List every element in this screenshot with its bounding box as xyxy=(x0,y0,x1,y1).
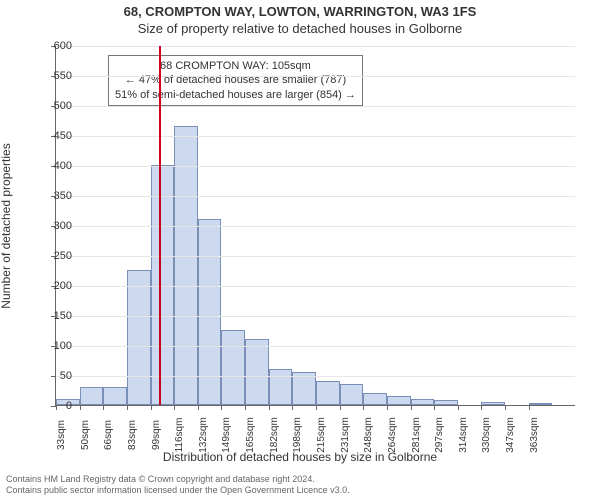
grid-line xyxy=(56,166,575,167)
bar xyxy=(221,330,245,405)
y-tick-label: 200 xyxy=(32,280,72,292)
x-tick-label: 363sqm xyxy=(529,417,540,453)
x-tick-mark xyxy=(292,405,293,410)
y-tick-label: 450 xyxy=(32,130,72,142)
x-tick-mark xyxy=(363,405,364,410)
x-tick-label: 248sqm xyxy=(363,417,374,453)
info-box: 68 CROMPTON WAY: 105sqm ← 47% of detache… xyxy=(108,55,363,106)
bar xyxy=(529,403,553,405)
chart-titles: 68, CROMPTON WAY, LOWTON, WARRINGTON, WA… xyxy=(0,4,600,36)
chart-title-line1: 68, CROMPTON WAY, LOWTON, WARRINGTON, WA… xyxy=(0,4,600,19)
grid-line xyxy=(56,226,575,227)
x-tick-label: 198sqm xyxy=(292,417,303,453)
x-tick-label: 99sqm xyxy=(151,420,162,450)
grid-line xyxy=(56,316,575,317)
grid-line xyxy=(56,46,575,47)
x-tick-mark xyxy=(529,405,530,410)
grid-line xyxy=(56,376,575,377)
plot-area: 68 CROMPTON WAY: 105sqm ← 47% of detache… xyxy=(55,46,575,406)
bar xyxy=(340,384,364,405)
x-tick-mark xyxy=(387,405,388,410)
x-tick-label: 297sqm xyxy=(434,417,445,453)
y-tick-label: 300 xyxy=(32,220,72,232)
y-tick-label: 400 xyxy=(32,160,72,172)
info-box-line3: 51% of semi-detached houses are larger (… xyxy=(115,88,356,102)
bar xyxy=(198,219,222,405)
bar xyxy=(387,396,411,405)
x-tick-mark xyxy=(103,405,104,410)
x-tick-label: 314sqm xyxy=(458,417,469,453)
x-tick-mark xyxy=(316,405,317,410)
attribution-line1: Contains HM Land Registry data © Crown c… xyxy=(6,474,350,485)
x-tick-label: 33sqm xyxy=(56,420,67,450)
x-tick-label: 347sqm xyxy=(505,417,516,453)
bar xyxy=(363,393,387,405)
x-tick-mark xyxy=(481,405,482,410)
y-tick-label: 100 xyxy=(32,340,72,352)
y-tick-label: 0 xyxy=(32,400,72,412)
grid-line xyxy=(56,106,575,107)
x-axis-label: Distribution of detached houses by size … xyxy=(0,450,600,464)
x-tick-mark xyxy=(411,405,412,410)
x-tick-mark xyxy=(198,405,199,410)
x-tick-mark xyxy=(505,405,506,410)
x-tick-mark xyxy=(80,405,81,410)
info-box-line1: 68 CROMPTON WAY: 105sqm xyxy=(115,59,356,73)
y-tick-label: 50 xyxy=(32,370,72,382)
bar xyxy=(269,369,293,405)
x-tick-label: 50sqm xyxy=(80,420,91,450)
x-tick-label: 281sqm xyxy=(411,417,422,453)
bar xyxy=(80,387,104,405)
x-tick-label: 116sqm xyxy=(174,418,185,453)
y-tick-label: 250 xyxy=(32,250,72,262)
attribution-line2: Contains public sector information licen… xyxy=(6,485,350,496)
y-tick-label: 350 xyxy=(32,190,72,202)
y-tick-label: 600 xyxy=(32,40,72,52)
bar xyxy=(481,402,505,405)
x-tick-mark xyxy=(174,405,175,410)
bar xyxy=(316,381,340,405)
bar xyxy=(434,400,458,405)
grid-line xyxy=(56,136,575,137)
x-tick-mark xyxy=(269,405,270,410)
x-tick-label: 66sqm xyxy=(103,420,114,450)
y-tick-label: 150 xyxy=(32,310,72,322)
x-tick-label: 149sqm xyxy=(221,417,232,453)
x-tick-label: 215sqm xyxy=(316,417,327,453)
x-tick-mark xyxy=(221,405,222,410)
y-tick-label: 550 xyxy=(32,70,72,82)
x-tick-label: 132sqm xyxy=(198,417,209,453)
x-tick-label: 165sqm xyxy=(245,417,256,453)
chart-title-line2: Size of property relative to detached ho… xyxy=(0,21,600,36)
bar xyxy=(245,339,269,405)
x-tick-label: 182sqm xyxy=(269,417,280,453)
x-tick-mark xyxy=(245,405,246,410)
bar xyxy=(411,399,435,405)
grid-line xyxy=(56,286,575,287)
grid-line xyxy=(56,76,575,77)
bar xyxy=(103,387,127,405)
x-tick-label: 264sqm xyxy=(387,417,398,453)
bar xyxy=(151,165,175,405)
x-tick-label: 330sqm xyxy=(481,417,492,453)
x-tick-mark xyxy=(127,405,128,410)
x-tick-mark xyxy=(434,405,435,410)
y-axis-label: Number of detached properties xyxy=(0,143,13,308)
chart-root: 68, CROMPTON WAY, LOWTON, WARRINGTON, WA… xyxy=(0,0,600,500)
x-tick-label: 231sqm xyxy=(340,417,351,453)
marker-line xyxy=(159,46,161,405)
x-tick-mark xyxy=(340,405,341,410)
grid-line xyxy=(56,256,575,257)
grid-line xyxy=(56,346,575,347)
x-tick-mark xyxy=(151,405,152,410)
bar xyxy=(127,270,151,405)
y-tick-label: 500 xyxy=(32,100,72,112)
x-tick-mark xyxy=(458,405,459,410)
grid-line xyxy=(56,196,575,197)
bar xyxy=(174,126,198,405)
attribution-text: Contains HM Land Registry data © Crown c… xyxy=(6,474,350,497)
x-tick-label: 83sqm xyxy=(127,420,138,450)
